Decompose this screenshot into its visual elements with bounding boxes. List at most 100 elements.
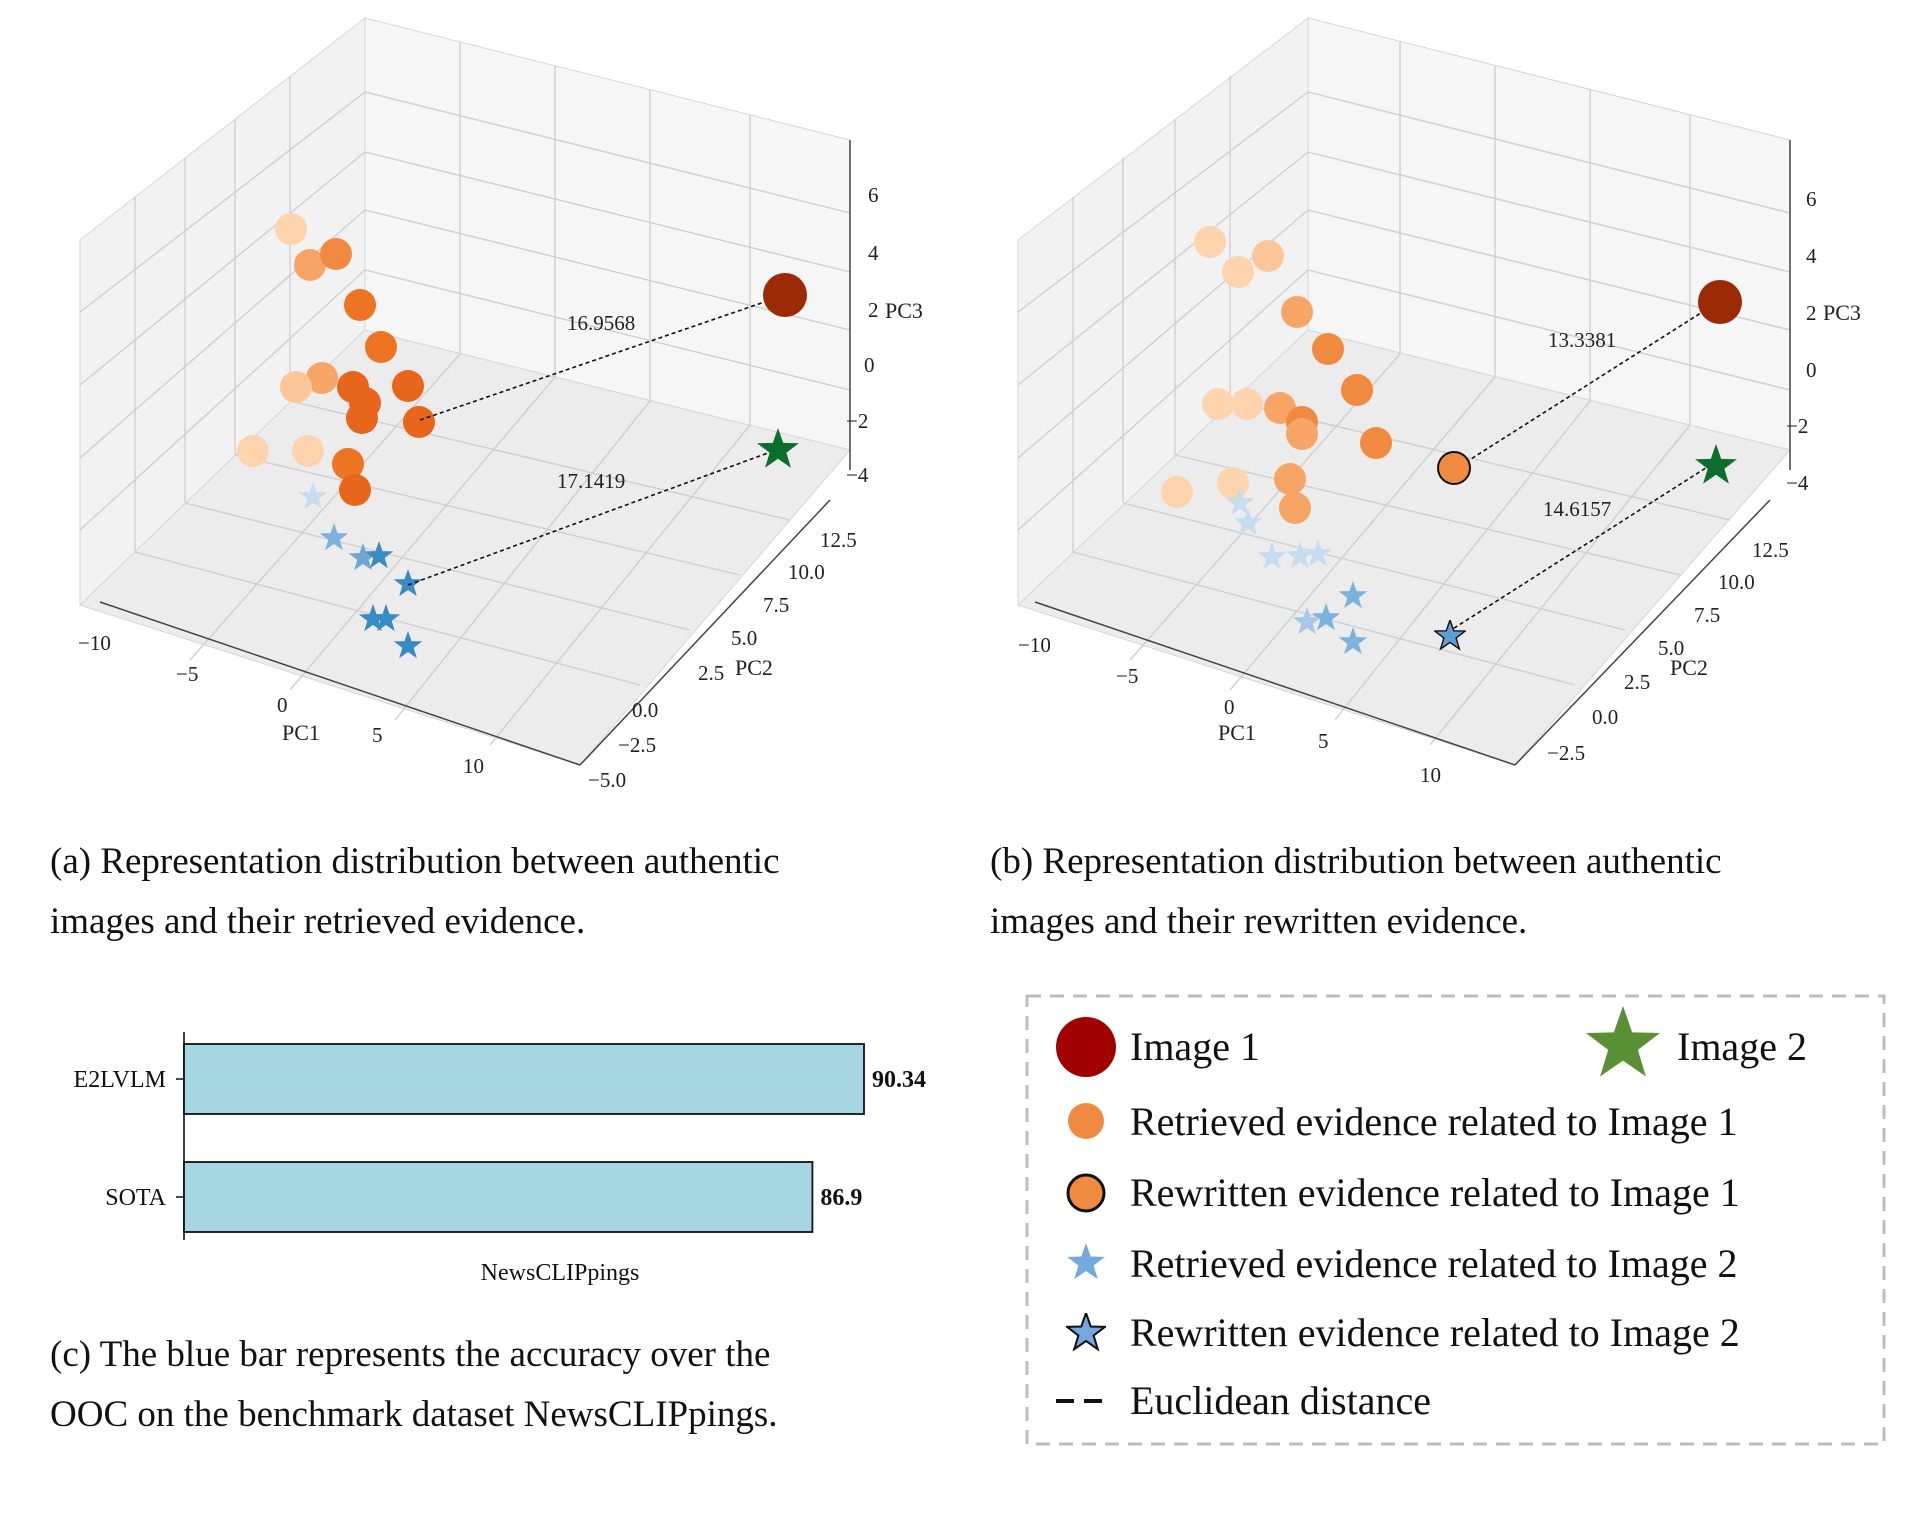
panel-a-gridlines: [79, 42, 851, 746]
panel-a-evidence-circle: [392, 370, 424, 402]
panel-a-ztick: 4: [868, 241, 879, 265]
panel-a-evidence-circle: [280, 371, 312, 403]
legend-rewritten1-label: Rewritten evidence related to Image 1: [1130, 1170, 1740, 1215]
panel-b-xtick: 5: [1318, 729, 1329, 753]
panel-b-distance-line-1: [1459, 301, 1719, 467]
panel-a-3d-plot: −10 −5 0 5 10 PC1 −5.0 −2.5 0.0 2.5 5.0 …: [78, 16, 923, 792]
panel-b-evidence-circle: [1281, 296, 1313, 328]
caption-a: (a) Representation distribution between …: [50, 832, 970, 952]
panel-a-ytick: 5.0: [731, 626, 757, 650]
panel-a-xtick: 5: [372, 723, 383, 747]
panel-b-evidence-circle: [1360, 427, 1392, 459]
caption-b: (b) Representation distribution between …: [990, 832, 1910, 952]
panel-a-evidence-circle: [344, 289, 376, 321]
panel-a-ytick: 12.5: [820, 528, 857, 552]
panel-b-ytick: 5.0: [1658, 636, 1684, 660]
panel-b-evidence-circle: [1194, 226, 1226, 258]
panel-b-rewritten-evidence-1: [1437, 451, 1471, 485]
panel-b-ztick: 2: [1806, 301, 1817, 325]
panel-c-bar-chart: 90.34 86.9 E2LVLM SOTA NewsCLIPpings: [74, 1032, 926, 1286]
legend: Image 1 Image 2 Retrieved evidence relat…: [1025, 994, 1886, 1446]
panel-c-bar-sota: [183, 1161, 814, 1233]
panel-a-distance-2: 17.1419: [557, 469, 625, 493]
panel-a-zlabel: PC3: [885, 298, 923, 323]
panel-b-distance-2: 14.6157: [1543, 497, 1611, 521]
panel-b-ztick: 0: [1806, 358, 1817, 382]
panel-a-ztick: 0: [864, 353, 875, 377]
panel-a-image1-marker: [763, 273, 807, 317]
panel-b-evidence-circle: [1279, 492, 1311, 524]
panel-b-xtick: −10: [1018, 633, 1051, 657]
panel-b-evidence-circle: [1312, 333, 1344, 365]
panel-b-ztick: −2: [1786, 414, 1808, 438]
panel-a-ytick: 2.5: [698, 661, 724, 685]
panel-b-evidence-circle: [1341, 374, 1373, 406]
panel-a-ytick: 7.5: [763, 593, 789, 617]
panel-a-ylabel: PC2: [735, 655, 773, 680]
legend-retrieved2-marker: [1066, 1243, 1106, 1280]
panel-a-ztick: −2: [846, 409, 868, 433]
panel-c-value-sota: 86.9: [820, 1185, 862, 1211]
panel-b-image1-marker: [1698, 280, 1742, 324]
panel-a-xlabel: PC1: [282, 720, 320, 745]
legend-rewritten2-label: Rewritten evidence related to Image 2: [1130, 1310, 1740, 1355]
panel-a-ytick: −5.0: [588, 768, 626, 792]
legend-retrieved2-label: Retrieved evidence related to Image 2: [1130, 1241, 1737, 1286]
panel-a-orange-points: [237, 213, 435, 506]
panel-b-distance-1: 13.3381: [1548, 328, 1616, 352]
legend-image1-label: Image 1: [1130, 1024, 1260, 1069]
panel-b-ytick: 7.5: [1694, 603, 1720, 627]
panel-b-ytick: 0.0: [1592, 705, 1618, 729]
panel-a-ytick: 0.0: [632, 698, 658, 722]
panel-a-evidence-circle: [339, 474, 371, 506]
panel-b-ztick: 4: [1806, 244, 1817, 268]
panel-c-bar-e2lvlm: [183, 1043, 865, 1115]
panel-c-value-e2lvlm: 90.34: [872, 1067, 926, 1093]
caption-b-line2: images and their rewritten evidence.: [990, 901, 1528, 942]
panel-a-xtick: −10: [78, 631, 111, 655]
panel-b-ytick: −2.5: [1547, 741, 1585, 765]
legend-retrieved1-label: Retrieved evidence related to Image 1: [1130, 1099, 1737, 1144]
panel-a-xtick: 0: [277, 693, 288, 717]
panel-a-evidence-circle: [294, 249, 326, 281]
panel-a-ztick: 2: [868, 298, 879, 322]
panel-a-ytick: −2.5: [618, 733, 656, 757]
caption-c-line2: OOC on the benchmark dataset NewsCLIPpin…: [50, 1394, 778, 1435]
legend-image2-label: Image 2: [1677, 1024, 1807, 1069]
panel-a-evidence-circle: [275, 213, 307, 245]
panel-a-evidence-circle: [346, 402, 378, 434]
panel-b-xlabel: PC1: [1218, 720, 1256, 745]
panel-b-evidence-circle: [1217, 467, 1249, 499]
caption-c: (c) The blue bar represents the accuracy…: [50, 1325, 990, 1445]
caption-a-line2: images and their retrieved evidence.: [50, 901, 586, 942]
panel-b-evidence-circle: [1286, 418, 1318, 450]
legend-image1-marker: [1056, 1017, 1116, 1077]
panel-b-evidence-circle: [1252, 240, 1284, 272]
panel-a-evidence-circle: [403, 406, 435, 438]
panel-c-category-e2lvlm: E2LVLM: [74, 1067, 166, 1093]
panel-a-evidence-circle: [292, 435, 324, 467]
panel-b-evidence-circle: [1274, 463, 1306, 495]
panel-b-xtick: 0: [1224, 695, 1235, 719]
panel-b-xtick: −5: [1116, 664, 1138, 688]
panel-b-ytick: 10.0: [1718, 570, 1755, 594]
panel-c-category-sota: SOTA: [105, 1185, 166, 1211]
panel-b-distance-line-2: [1447, 463, 1713, 633]
panel-a-evidence-circle: [332, 448, 364, 480]
legend-box: [1025, 994, 1886, 1446]
panel-b-zlabel: PC3: [1823, 300, 1861, 325]
legend-image2-marker: [1585, 1006, 1661, 1077]
panel-b-orange-points: [1161, 226, 1392, 524]
caption-a-line1: (a) Representation distribution between …: [50, 841, 780, 882]
legend-rewritten1-marker: [1066, 1173, 1106, 1213]
panel-a-ytick: 10.0: [788, 560, 825, 584]
panel-b-ytick: 2.5: [1624, 670, 1650, 694]
panel-a-distance-line-2: [407, 449, 777, 586]
panel-a-evidence-circle: [320, 238, 352, 270]
panel-b-evidence-circle: [1222, 256, 1254, 288]
panel-b-ytick: 12.5: [1752, 538, 1789, 562]
panel-b-ztick: 6: [1806, 187, 1817, 211]
panel-a-xtick: 10: [463, 754, 484, 778]
caption-b-line1: (b) Representation distribution between …: [990, 841, 1722, 882]
panel-b-evidence-circle: [1202, 388, 1234, 420]
